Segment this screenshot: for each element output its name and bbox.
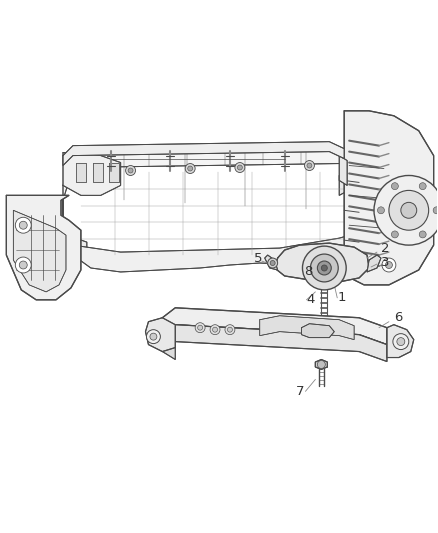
Polygon shape	[162, 308, 387, 345]
Circle shape	[150, 333, 157, 340]
Circle shape	[389, 190, 429, 230]
Circle shape	[433, 207, 438, 214]
Circle shape	[19, 261, 27, 269]
Circle shape	[212, 327, 218, 332]
Circle shape	[318, 261, 331, 275]
Circle shape	[195, 322, 205, 333]
Circle shape	[307, 163, 312, 168]
Circle shape	[235, 163, 245, 173]
Text: 6: 6	[394, 311, 402, 324]
Text: 1: 1	[337, 292, 346, 304]
Polygon shape	[162, 325, 387, 361]
Circle shape	[318, 360, 325, 368]
Text: 8: 8	[304, 265, 313, 278]
Circle shape	[15, 257, 31, 273]
Polygon shape	[63, 152, 120, 196]
Polygon shape	[63, 200, 87, 258]
Polygon shape	[275, 243, 369, 282]
Polygon shape	[301, 324, 334, 337]
Circle shape	[419, 183, 426, 190]
Circle shape	[19, 221, 27, 229]
Circle shape	[397, 337, 405, 345]
Polygon shape	[76, 163, 86, 182]
Circle shape	[227, 327, 233, 332]
Circle shape	[146, 330, 160, 344]
Polygon shape	[339, 160, 367, 196]
Circle shape	[392, 231, 398, 238]
Circle shape	[128, 168, 133, 173]
Polygon shape	[63, 149, 367, 200]
Text: 2: 2	[381, 241, 389, 255]
Circle shape	[268, 258, 278, 268]
Text: 7: 7	[296, 385, 304, 398]
Polygon shape	[315, 360, 327, 369]
Circle shape	[15, 217, 31, 233]
Text: 5: 5	[254, 252, 262, 264]
Polygon shape	[93, 163, 103, 182]
Circle shape	[382, 258, 396, 272]
Polygon shape	[13, 211, 66, 292]
Circle shape	[210, 325, 220, 335]
Text: 4: 4	[307, 293, 315, 306]
Circle shape	[393, 334, 409, 350]
Polygon shape	[63, 142, 344, 166]
Circle shape	[225, 325, 235, 335]
Circle shape	[185, 164, 195, 173]
Circle shape	[378, 207, 385, 214]
Circle shape	[374, 175, 438, 245]
Circle shape	[188, 166, 193, 171]
Text: 3: 3	[381, 255, 389, 269]
Circle shape	[126, 166, 135, 175]
Circle shape	[198, 325, 203, 330]
Polygon shape	[145, 318, 175, 352]
Polygon shape	[109, 163, 119, 182]
Circle shape	[392, 183, 398, 190]
Circle shape	[401, 203, 417, 218]
Polygon shape	[387, 325, 414, 358]
Polygon shape	[73, 230, 367, 272]
Polygon shape	[339, 156, 347, 185]
Circle shape	[311, 254, 338, 282]
Polygon shape	[260, 316, 354, 340]
Circle shape	[270, 261, 275, 265]
Circle shape	[321, 265, 327, 271]
Polygon shape	[162, 335, 175, 360]
Polygon shape	[265, 255, 278, 270]
Circle shape	[304, 160, 314, 171]
Circle shape	[385, 262, 392, 269]
Circle shape	[419, 231, 426, 238]
Polygon shape	[367, 255, 381, 272]
Circle shape	[303, 246, 346, 290]
Polygon shape	[7, 196, 81, 300]
Circle shape	[237, 165, 242, 170]
Polygon shape	[344, 111, 434, 285]
